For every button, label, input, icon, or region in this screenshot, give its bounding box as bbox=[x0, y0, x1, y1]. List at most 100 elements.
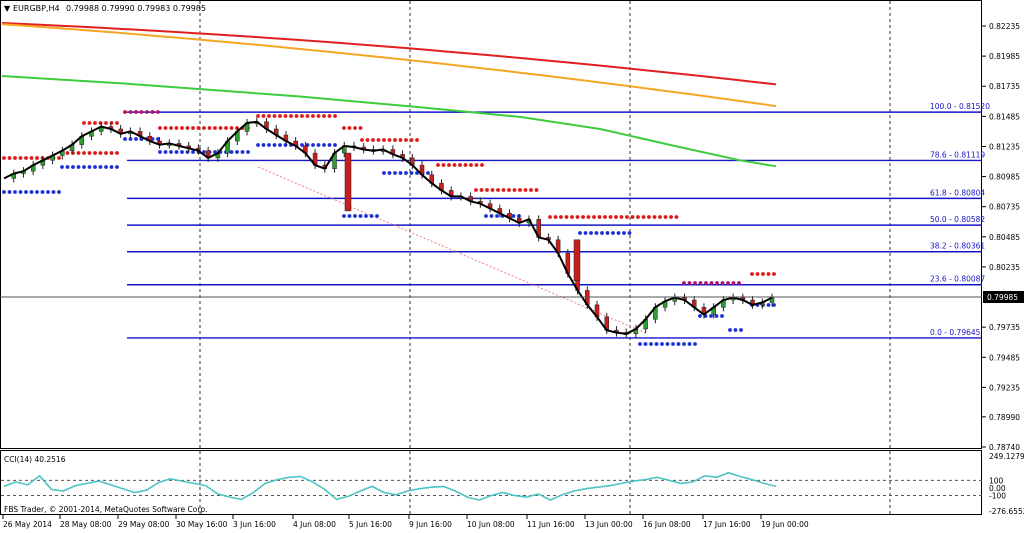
fractal-up-marker bbox=[619, 215, 624, 219]
fractal-up-marker bbox=[630, 215, 635, 219]
fractal-up-marker bbox=[156, 110, 160, 114]
fractal-up-marker bbox=[603, 215, 607, 219]
fractal-down-marker bbox=[398, 171, 403, 175]
fractal-down-marker bbox=[235, 150, 239, 154]
fractal-up-marker bbox=[109, 151, 114, 155]
fractal-down-marker bbox=[7, 190, 12, 194]
fractal-down-marker bbox=[353, 214, 357, 218]
fractal-down-marker bbox=[714, 314, 719, 318]
fractal-up-marker bbox=[65, 151, 70, 155]
fractal-down-marker bbox=[128, 137, 133, 141]
fractal-up-marker bbox=[134, 110, 138, 114]
fractal-down-marker bbox=[409, 171, 414, 175]
header-quotes: 0.79988 0.79990 0.79983 0.79985 bbox=[66, 4, 206, 13]
fractal-up-marker bbox=[682, 281, 686, 285]
fractal-up-marker bbox=[709, 281, 714, 285]
fractal-down-marker bbox=[261, 143, 266, 147]
fractal-down-marker bbox=[665, 342, 670, 346]
fractal-up-marker bbox=[750, 272, 754, 276]
fractal-up-marker bbox=[393, 138, 397, 142]
fractal-up-marker bbox=[436, 163, 440, 167]
price-axis-label: 0.81485 bbox=[989, 112, 1020, 121]
fractal-up-marker bbox=[586, 215, 591, 219]
price-axis-label: 0.79485 bbox=[989, 353, 1020, 362]
header-arrow: ▼ bbox=[4, 4, 11, 13]
fractal-up-marker bbox=[647, 215, 651, 219]
ma-red-line bbox=[1, 22, 777, 86]
fractal-up-marker bbox=[614, 215, 618, 219]
fractal-down-marker bbox=[109, 165, 114, 169]
candlesticks bbox=[11, 117, 775, 338]
fractal-down-marker bbox=[589, 231, 593, 235]
fibo-level-label: 100.0 - 0.81520 bbox=[930, 102, 990, 111]
fractal-down-marker bbox=[358, 214, 363, 218]
time-axis-label: 30 May 16:00 bbox=[176, 520, 228, 529]
fractal-up-marker bbox=[496, 188, 500, 192]
fractal-up-marker bbox=[283, 114, 288, 118]
fractal-up-marker bbox=[218, 126, 223, 130]
fractal-up-marker bbox=[207, 126, 212, 130]
fractal-down-marker bbox=[82, 165, 86, 169]
fractal-down-marker bbox=[35, 190, 39, 194]
fibonacci-levels[interactable]: 100.0 - 0.81520 78.6 - 0.81119 61.8 - 0.80… bbox=[127, 102, 990, 339]
fractal-up-marker bbox=[581, 215, 585, 219]
time-axis-label: 3 Jun 16:00 bbox=[233, 520, 276, 529]
time-axis-label: 17 Jun 16:00 bbox=[703, 520, 751, 529]
fractal-down-marker bbox=[426, 171, 430, 175]
fractal-up-marker bbox=[518, 188, 522, 192]
fractal-down-marker bbox=[720, 314, 724, 318]
fractal-up-marker bbox=[169, 126, 173, 130]
fractal-down-marker bbox=[682, 342, 686, 346]
fractal-down-marker bbox=[60, 165, 64, 169]
fractal-down-marker bbox=[671, 342, 675, 346]
fractal-down-marker bbox=[375, 214, 379, 218]
fractal-up-marker bbox=[347, 126, 352, 130]
fractal-up-marker bbox=[479, 188, 484, 192]
fractal-up-marker bbox=[229, 126, 234, 130]
fractal-up-marker bbox=[104, 121, 108, 125]
fractal-down-marker bbox=[489, 214, 494, 218]
fractal-down-marker bbox=[300, 143, 304, 147]
fractal-up-marker bbox=[322, 114, 326, 118]
fractal-up-marker bbox=[447, 163, 451, 167]
fibo-level-label: 78.6 - 0.81119 bbox=[930, 150, 985, 159]
fractal-up-marker bbox=[311, 114, 315, 118]
fractal-up-marker bbox=[625, 215, 629, 219]
fractal-down-marker bbox=[267, 143, 271, 147]
fractal-up-marker bbox=[24, 156, 28, 160]
current-price-tag: 0.79985 bbox=[983, 291, 1024, 303]
fractal-down-marker bbox=[393, 171, 397, 175]
fractal-down-marker bbox=[180, 150, 184, 154]
fractal-up-marker bbox=[191, 126, 195, 130]
fractal-up-marker bbox=[104, 151, 108, 155]
fractal-up-marker bbox=[18, 156, 23, 160]
fractal-up-marker bbox=[704, 281, 708, 285]
price-axis-label: 0.80735 bbox=[989, 203, 1020, 212]
fractal-down-marker bbox=[57, 190, 61, 194]
fractal-up-marker bbox=[687, 281, 692, 285]
fractal-up-marker bbox=[641, 215, 646, 219]
fractal-up-marker bbox=[693, 281, 697, 285]
fractal-down-marker bbox=[733, 328, 738, 332]
fractal-up-marker bbox=[115, 151, 119, 155]
time-axis-label: 28 May 08:00 bbox=[60, 520, 112, 529]
fractal-down-marker bbox=[169, 150, 173, 154]
fibo-trend-line[interactable] bbox=[257, 166, 649, 335]
fractal-down-marker bbox=[240, 150, 245, 154]
fractal-up-marker bbox=[608, 215, 613, 219]
fractal-up-marker bbox=[128, 110, 133, 114]
fractal-down-marker bbox=[495, 214, 499, 218]
fractal-up-marker bbox=[196, 126, 201, 130]
fractal-up-marker bbox=[272, 114, 277, 118]
fractal-down-marker bbox=[278, 143, 282, 147]
fractal-up-marker bbox=[98, 151, 103, 155]
fractal-up-marker bbox=[278, 114, 282, 118]
fractal-down-marker bbox=[342, 214, 346, 218]
cci-label: CCI(14) 40.2516 bbox=[4, 455, 66, 464]
fractal-up-marker bbox=[658, 215, 662, 219]
fractal-down-marker bbox=[174, 150, 179, 154]
fractal-up-marker bbox=[474, 163, 479, 167]
fractal-up-marker bbox=[523, 188, 528, 192]
